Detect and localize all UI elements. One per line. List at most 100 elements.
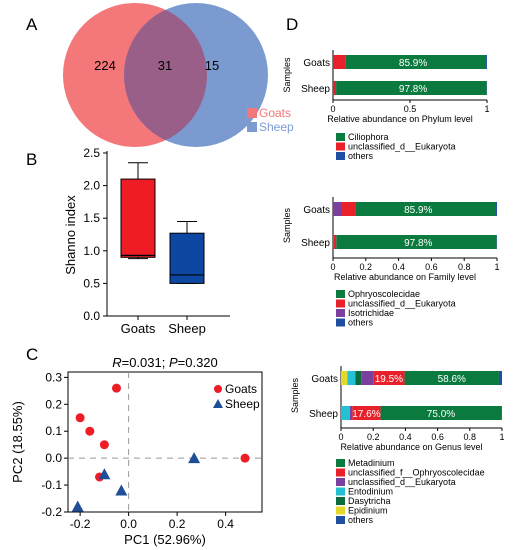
legend-swatch — [336, 459, 345, 467]
legend-swatch — [336, 152, 345, 160]
family-stacked-bar-chart: 0 0.2 0.4 0.6 0.8 1 Relative abundance on Fami… — [282, 197, 500, 328]
x-tick-label: Goats — [121, 321, 156, 336]
chart-title-part: =0.031; — [122, 355, 169, 370]
bar-value-label: 58.6% — [438, 374, 466, 385]
legend-swatch — [336, 497, 345, 505]
legend-label: unclassified_d__Eukaryota — [348, 477, 456, 487]
bar-value-label: 75.0% — [427, 409, 455, 420]
panel-label-a: A — [26, 15, 38, 34]
bar-segment-unclassified-f-ophryoscolecidae — [373, 371, 405, 385]
y-axis-title: Samples — [282, 207, 292, 243]
y-tick-label: Sheep — [309, 409, 338, 420]
x-tick-label: 0 — [330, 104, 335, 114]
legend-swatch — [336, 133, 345, 141]
point-goats — [99, 440, 109, 450]
legend-swatch — [336, 506, 345, 515]
x-axis-title: PC1 (52.96%) — [124, 532, 206, 547]
y-tick-label: 0.0 — [45, 451, 62, 465]
chart-title-part: =0.320 — [178, 355, 218, 370]
legend-swatch — [336, 478, 345, 486]
legend-label-sheep: Sheep — [259, 120, 294, 134]
legend-marker-goats — [214, 385, 222, 393]
point-sheep — [98, 468, 111, 480]
panel-label-d: D — [286, 15, 298, 34]
x-tick-label: 0.6 — [431, 432, 444, 442]
y-tick-label: 1.0 — [83, 244, 100, 258]
y-tick-label: 0.2 — [45, 397, 62, 411]
bar-segment-unclassified-d-eukaryota — [333, 55, 346, 69]
legend-marker-sheep — [213, 399, 223, 408]
bar-segment-epidinium — [341, 371, 348, 385]
x-tick-label: 1 — [484, 104, 489, 114]
x-axis-title: Relative abundance on Phylum level — [327, 114, 473, 124]
bar-segment-isotrichidae — [333, 202, 343, 216]
legend-swatch — [336, 318, 345, 327]
y-tick-label: 0.3 — [45, 370, 62, 384]
bar-segment-metadinium — [380, 406, 502, 420]
point-sheep — [71, 500, 84, 512]
bar-value-label: 85.9% — [404, 205, 432, 216]
chart-title: R=0.031; P=0.320 — [112, 355, 218, 370]
bar-segment-entodinium — [341, 406, 350, 420]
bar-segment-unclassified-d-eukaryota — [342, 202, 356, 216]
x-tick-label: 0.5 — [404, 104, 417, 114]
x-tick-label: 0 — [330, 262, 335, 272]
bar-value-label: 97.8% — [404, 238, 432, 249]
y-axis-title: Samples — [290, 377, 300, 413]
y-tick-label: 2.0 — [83, 179, 100, 193]
legend-label: others — [348, 318, 374, 328]
pcoa-scatter-chart: -0.2 0.0 0.2 0.4 -0.2 -0.1 0.0 0.1 0.2 0.3 PC1 (52… — [10, 355, 263, 547]
bar-segment-metadinium — [404, 371, 499, 385]
x-tick-label: 0.0 — [120, 517, 137, 531]
bar-segment-others — [486, 55, 487, 69]
legend-label: others — [348, 151, 374, 161]
legend-swatch — [336, 487, 345, 496]
bar-segment-unclassified-d-eukaryota — [361, 371, 374, 385]
legend-label: Dasytricha — [348, 496, 391, 506]
legend-label-sheep: Sheep — [225, 397, 260, 411]
bar-segment-isotrichidae — [333, 235, 334, 249]
point-sheep — [115, 484, 128, 496]
legend-label: others — [348, 515, 374, 525]
y-tick-label: 1.5 — [83, 211, 100, 225]
x-axis-title: Relative abundance on Family level — [334, 272, 476, 282]
y-tick-label: Goats — [303, 58, 330, 69]
legend-label: unclassified_d__Eukaryota — [348, 142, 456, 152]
plot-frame — [67, 371, 263, 513]
y-axis-title: PC2 (18.55%) — [10, 401, 25, 483]
bar-segment-others — [501, 406, 502, 420]
legend-swatch — [336, 516, 345, 524]
y-tick-label: Goats — [303, 205, 330, 216]
bar-segment-others — [496, 202, 497, 216]
bar-segment-others — [498, 371, 502, 385]
y-axis-title: Samples — [282, 57, 292, 93]
legend-label: Ciliophora — [348, 132, 389, 142]
point-sheep — [188, 452, 201, 464]
x-axis-title: Relative abundance on Genus level — [340, 442, 482, 452]
phylum-stacked-bar-chart: 0 0.5 1 Relative abundance on Phylum level S… — [282, 50, 490, 161]
bar-value-label: 85.9% — [399, 58, 427, 69]
bar-segment-unclassified-d-eukaryota — [349, 406, 353, 420]
bar-segment-dasytricha — [355, 371, 362, 385]
y-axis-title: Shanno index — [63, 195, 78, 275]
x-tick-label: 0.4 — [217, 517, 234, 531]
x-tick-label: 0.4 — [392, 262, 405, 272]
bar-value-label: 19.5% — [375, 374, 403, 385]
panel-label-b: B — [26, 150, 37, 169]
legend-swatch — [336, 299, 345, 308]
bar-segment-ophryoscolecidae — [336, 235, 497, 249]
x-tick-label: 0.8 — [458, 262, 471, 272]
boxplot-chart: 0.0 0.5 1.0 1.5 2.0 2.5 Shanno index Goats Sheep — [63, 146, 230, 336]
point-goats — [85, 426, 95, 436]
venn-count-sheep-only: 15 — [205, 58, 219, 73]
y-tick-label: 2.5 — [83, 146, 100, 160]
y-tick-label: 0.5 — [83, 276, 100, 290]
venn-overlap — [124, 3, 207, 147]
x-tick-label: 0.2 — [367, 432, 380, 442]
legend-swatch — [336, 290, 345, 298]
panel-label-c: C — [26, 345, 38, 364]
bar-segment-unclassified-f-ophryoscolecidae — [352, 406, 381, 420]
legend-label: unclassified_d__Eukaryota — [348, 299, 456, 309]
